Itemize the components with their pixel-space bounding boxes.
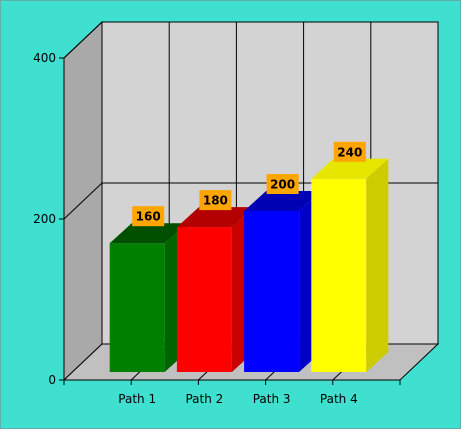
y-tick-label-2: 400: [33, 51, 56, 65]
x-tick-label-4: Path 4: [320, 392, 358, 406]
bar-1: [109, 223, 187, 372]
bar-top-2: [176, 207, 254, 228]
bar-front-4: [311, 178, 367, 372]
y-axis-tick-labels: 0 200 400: [33, 51, 56, 387]
y-tick-label-1: 200: [33, 212, 56, 226]
data-labels: 160 180 200 240: [132, 141, 366, 227]
x-axis-tick-labels: Path 1 Path 2 Path 3 Path 4: [118, 392, 357, 406]
axes: [59, 57, 401, 385]
data-label-text-3: 200: [270, 178, 295, 192]
data-label-box-1: [132, 206, 165, 227]
bar-side-4: [366, 158, 389, 372]
bars: [109, 158, 389, 372]
y-tick-label-0: 0: [48, 373, 56, 387]
bar-top-4: [311, 158, 389, 179]
gridline-side-1: [63, 182, 103, 220]
x-tick-label-2: Path 2: [185, 392, 223, 406]
bar-2: [176, 207, 254, 372]
data-label-text-1: 160: [136, 210, 161, 224]
bar-top-1: [109, 223, 187, 244]
data-label-2: 180: [199, 190, 232, 211]
x-tick-label-1: Path 1: [118, 392, 156, 406]
data-label-4: 240: [333, 141, 366, 162]
data-label-text-2: 180: [203, 194, 228, 208]
data-label-3: 200: [266, 174, 299, 194]
data-label-box-2: [199, 190, 232, 211]
x-tick-label-3: Path 3: [253, 392, 291, 406]
gridline-side-2: [63, 21, 103, 59]
bar-front-3: [244, 211, 300, 372]
data-label-box-4: [333, 141, 366, 162]
bar-front-1: [109, 243, 165, 372]
bar-4: [311, 158, 389, 372]
bar-3: [244, 191, 322, 372]
bar-top-3: [244, 191, 322, 211]
data-label-text-4: 240: [337, 145, 362, 159]
bar-front-2: [176, 227, 232, 372]
data-label-1: 160: [132, 206, 165, 227]
data-label-box-3: [266, 174, 299, 194]
